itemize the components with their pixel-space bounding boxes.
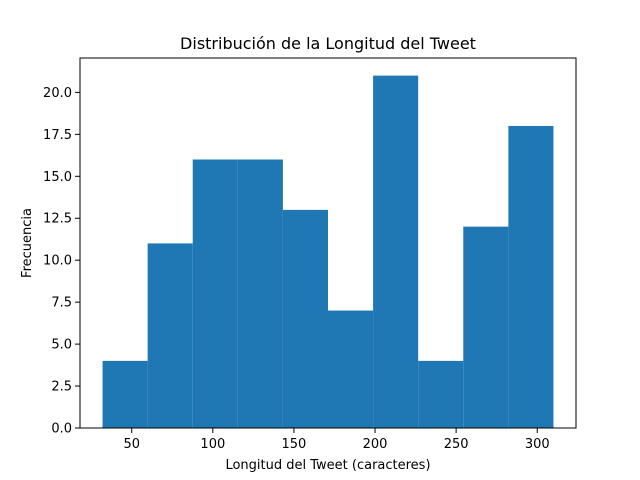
y-tick-label-2: 2.5 bbox=[51, 380, 72, 395]
y-tick-label-9: 20.0 bbox=[43, 86, 72, 101]
x-axis-title: Longitud del Tweet (caracteres) bbox=[225, 458, 430, 473]
y-tick-label-1: 0.0 bbox=[51, 422, 72, 437]
histogram-bar-6 bbox=[328, 310, 374, 428]
histogram-bar-1 bbox=[102, 360, 148, 428]
chart-title: Distribución de la Longitud del Tweet bbox=[180, 34, 476, 53]
histogram-bar-8 bbox=[418, 360, 464, 428]
histogram-bar-7 bbox=[373, 75, 419, 428]
y-tick-label-5: 10.0 bbox=[43, 254, 72, 269]
histogram-bar-9 bbox=[463, 226, 509, 428]
x-tick-label-3: 150 bbox=[282, 437, 307, 452]
bars-layer bbox=[102, 75, 554, 429]
x-tick-label-4: 200 bbox=[363, 437, 388, 452]
x-tick-label-5: 250 bbox=[444, 437, 469, 452]
plot-frame bbox=[79, 57, 577, 429]
y-tick-label-8: 17.5 bbox=[43, 128, 72, 143]
y-tick-label-3: 5.0 bbox=[51, 338, 72, 353]
y-axis-title: Frecuencia bbox=[20, 208, 35, 278]
y-tick-label-4: 7.5 bbox=[51, 296, 72, 311]
x-tick-label-2: 100 bbox=[200, 437, 225, 452]
histogram-bar-3 bbox=[192, 159, 238, 428]
ticks-layer: 50 100 150 200 250 300 0.0 2.5 5.0 7.5 10.0 12.5 15.… bbox=[43, 86, 550, 452]
histogram-bar-2 bbox=[147, 243, 193, 428]
x-tick-label-1: 50 bbox=[123, 437, 140, 452]
histogram-bar-4 bbox=[237, 159, 283, 428]
histogram-bar-10 bbox=[508, 125, 554, 429]
y-tick-label-6: 12.5 bbox=[43, 212, 72, 227]
x-tick-label-6: 300 bbox=[525, 437, 550, 452]
histogram-bar-5 bbox=[282, 209, 328, 428]
y-tick-label-7: 15.0 bbox=[43, 170, 72, 185]
